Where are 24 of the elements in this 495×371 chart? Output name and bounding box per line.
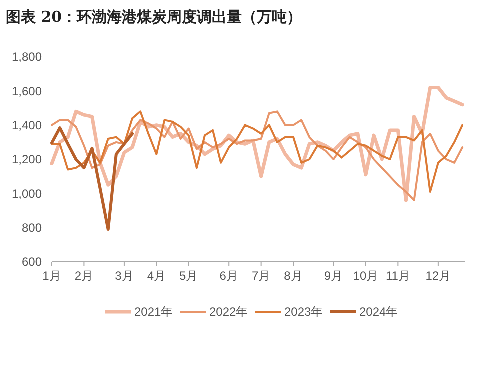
chart-title: 图表 20：环渤海港煤炭周度调出量（万吨） [6, 8, 302, 26]
x-tick-label: 2月 [74, 269, 94, 283]
x-tick-label: 7月 [252, 269, 271, 283]
legend-label: 2024年 [360, 305, 398, 320]
y-tick-label: 1,400 [12, 118, 42, 133]
x-tick-label: 8月 [284, 269, 303, 283]
x-tick-label: 6月 [220, 269, 238, 283]
legend-label: 2021年 [134, 305, 174, 320]
y-tick-label: 1,000 [12, 186, 42, 201]
legend-label: 2022年 [210, 305, 248, 320]
y-tick-label: 600 [22, 255, 42, 270]
x-tick-label: 1月 [42, 269, 62, 283]
y-tick-label: 1,800 [12, 50, 42, 64]
legend-label: 2023年 [284, 305, 324, 320]
x-tick-label: 12月 [426, 269, 452, 283]
x-tick-label: 3月 [115, 269, 134, 283]
y-tick-label: 1,600 [12, 84, 42, 98]
y-tick-label: 800 [22, 221, 42, 236]
x-tick-label: 11月 [386, 269, 410, 283]
x-tick-label: 10月 [353, 269, 379, 283]
x-tick-label: 9月 [324, 269, 344, 283]
x-tick-label: 4月 [147, 269, 166, 283]
y-tick-label: 1,200 [12, 152, 42, 167]
x-tick-label: 5月 [180, 269, 198, 283]
